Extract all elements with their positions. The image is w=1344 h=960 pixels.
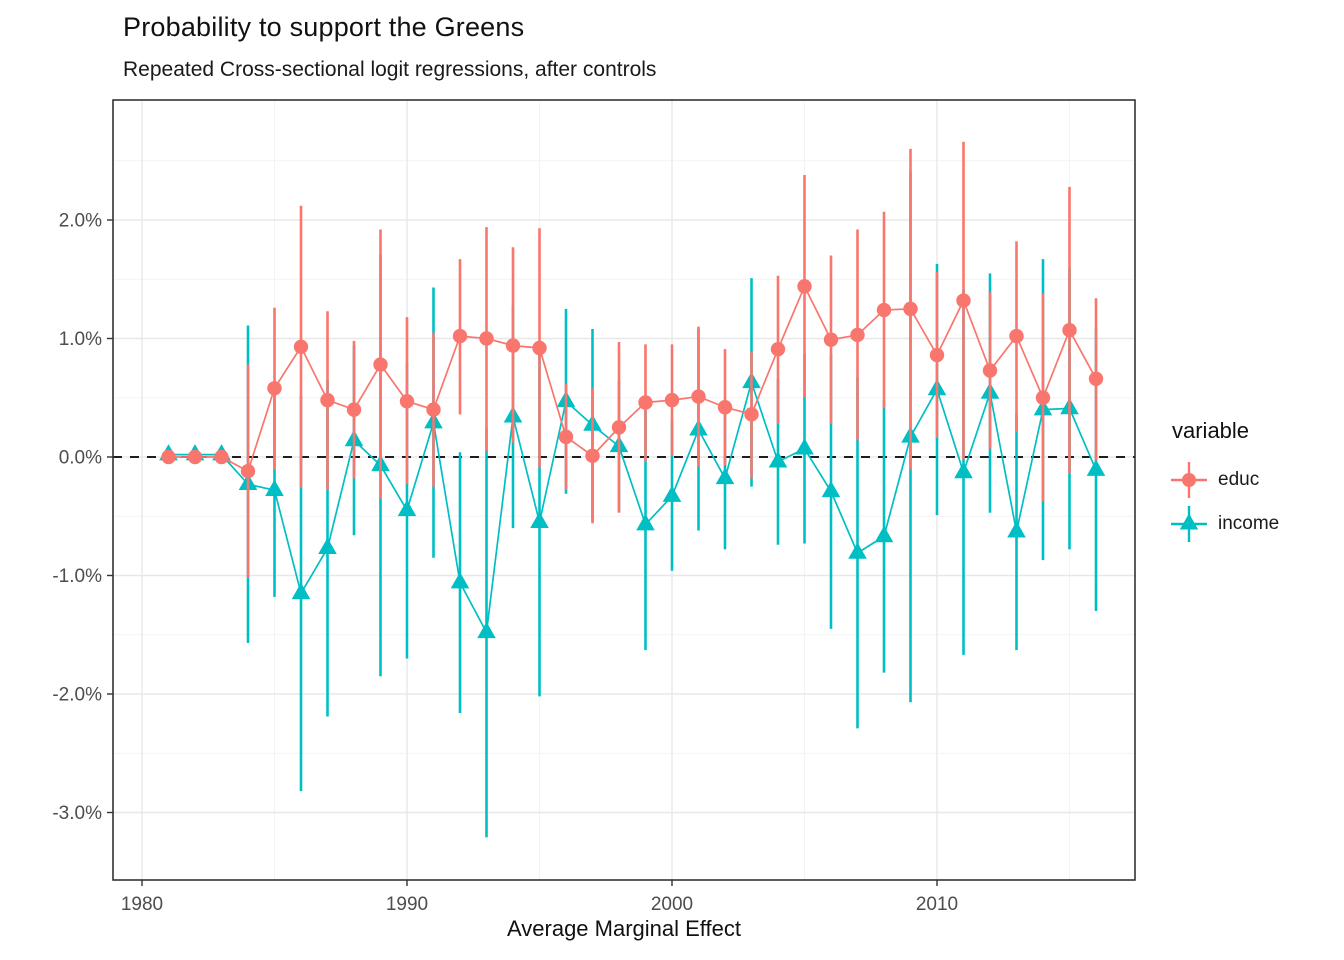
income-point [265, 479, 284, 496]
educ-point [956, 293, 971, 308]
legend-label-educ: educ [1218, 469, 1260, 490]
educ-point [611, 420, 627, 435]
income-legend-key-icon [1171, 506, 1207, 542]
income-point [1007, 521, 1026, 538]
income-line [168, 379, 1097, 636]
educ-point [770, 341, 786, 357]
income-point [768, 451, 788, 468]
income-point [530, 511, 549, 528]
educ-point [240, 464, 256, 479]
educ-point [1062, 323, 1077, 338]
educ-point [505, 338, 521, 353]
educ-point [823, 332, 839, 347]
y-tick-label: 0.0% [59, 448, 102, 469]
educ-legend-key-icon [1171, 462, 1207, 498]
x-tick-label: 2000 [651, 894, 693, 915]
legend: variable educ income [1168, 418, 1344, 546]
y-tick-label: 2.0% [59, 211, 102, 232]
educ-point [373, 357, 388, 372]
income-point [715, 467, 735, 485]
educ-point [187, 449, 203, 465]
educ-point [903, 301, 918, 317]
educ-point [876, 302, 892, 318]
educ-point [929, 347, 945, 363]
educ-point [850, 327, 865, 343]
legend-title: variable [1172, 418, 1250, 443]
educ-point [320, 392, 335, 408]
educ-point [585, 448, 600, 464]
educ-point [161, 449, 176, 465]
panel-border [112, 99, 1136, 881]
chart-subtitle: Repeated Cross-sectional logit regressio… [123, 58, 657, 81]
income-point [318, 537, 337, 555]
educ-point [638, 395, 653, 410]
educ-point [479, 331, 494, 346]
income-point [477, 621, 496, 639]
educ-point [532, 340, 547, 356]
educ-line [168, 284, 1097, 473]
income-point [874, 525, 894, 543]
y-tick-label: -2.0% [52, 685, 102, 706]
educ-point [717, 400, 733, 415]
income-point [397, 499, 417, 517]
educ-point [214, 449, 229, 465]
educ-point [744, 407, 759, 422]
educ-point [1088, 371, 1104, 386]
y-tick-label: -1.0% [52, 566, 102, 587]
legend-item-educ: educ [1168, 458, 1344, 502]
educ-point [558, 429, 574, 445]
educ-point [982, 363, 998, 378]
educ-point [399, 394, 415, 409]
educ-point [267, 381, 282, 396]
educ-point [797, 279, 812, 294]
educ-point [346, 402, 362, 417]
educ-point [691, 389, 706, 404]
educ-point [664, 392, 680, 408]
educ-point [426, 402, 441, 417]
y-tick-label: 1.0% [59, 329, 102, 350]
income-point [291, 582, 311, 600]
educ-point [452, 328, 468, 344]
income-point [821, 480, 841, 498]
x-tick-label: 2010 [916, 894, 958, 915]
income-point [1086, 459, 1106, 476]
x-axis-title: Average Marginal Effect [507, 916, 741, 941]
income-point [954, 461, 973, 479]
x-tick-label: 1990 [386, 894, 428, 915]
y-tick-label: -3.0% [52, 803, 102, 824]
educ-point [1009, 328, 1024, 344]
chart-title: Probability to support the Greens [123, 12, 525, 42]
income-point [450, 572, 470, 589]
educ-point [293, 339, 309, 354]
legend-item-income: income [1168, 502, 1344, 546]
income-point [636, 514, 655, 531]
x-tick-label: 1980 [121, 894, 163, 915]
income-point [848, 542, 867, 559]
legend-label-income: income [1218, 513, 1280, 534]
income-point [662, 485, 682, 502]
income-point [795, 438, 814, 455]
educ-point [1035, 390, 1051, 405]
legend-items: educ income [1168, 458, 1344, 546]
